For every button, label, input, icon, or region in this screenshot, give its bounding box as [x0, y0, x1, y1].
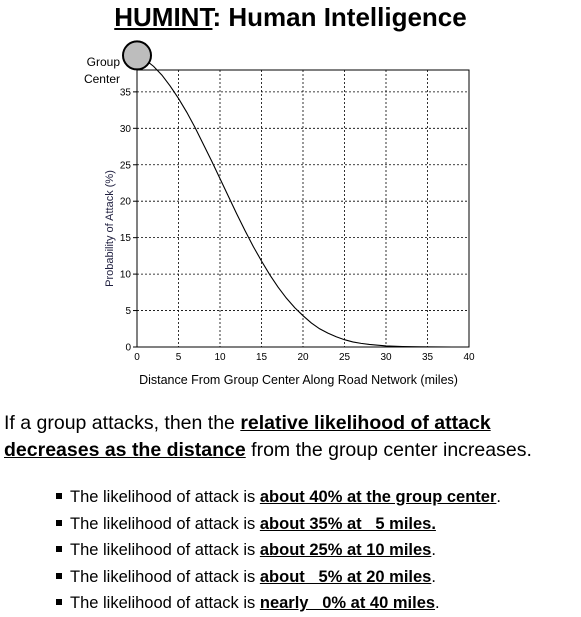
x-tick-label: 15	[256, 352, 268, 363]
summary-emphasis: relative likelihood of attack decreases …	[4, 412, 491, 461]
bullet-text: The likelihood of attack is	[70, 488, 260, 506]
grid-layer	[137, 70, 469, 347]
plot-frame	[136, 69, 470, 348]
bullet-text: The likelihood of attack is	[70, 514, 260, 533]
x-tick-label: 30	[380, 352, 392, 363]
y-tick-label: 30	[120, 124, 132, 135]
bullet-end: .	[496, 488, 501, 506]
y-tick-label: 10	[120, 270, 132, 281]
summary-suffix: from the group center increases.	[245, 439, 532, 461]
y-tick-label: 5	[125, 306, 131, 317]
annotation-line-1: Group	[86, 55, 120, 69]
title-rest: : Human Intelligence	[212, 2, 467, 32]
list-item: The likelihood of attack is about 25% at…	[56, 537, 501, 564]
bullet-icon	[56, 493, 62, 499]
bullet-text: The likelihood of attack is	[70, 541, 260, 559]
bullet-icon	[56, 546, 62, 552]
bullet-highlight: about 40% at the group center	[259, 488, 497, 506]
bullet-icon	[56, 519, 62, 526]
probability-chart: 0 5 10 15 20 25 30 35 40 0 5 10 15 20 25 30 35 Probabili…	[104, 40, 475, 363]
y-tick-label: 35	[120, 87, 132, 98]
bullet-icon	[56, 599, 62, 605]
bullet-end: .	[431, 541, 436, 559]
title-humint: HUMINT	[114, 2, 213, 32]
y-tick-label: 0	[125, 343, 131, 354]
findings-list: The likelihood of attack is about 40% at…	[56, 484, 501, 617]
y-axis-label: Probability of Attack (%)	[104, 170, 116, 287]
bullet-end: .	[431, 567, 436, 586]
annotation-line-2: Center	[83, 72, 120, 86]
group-center-annotation: Group Center	[56, 54, 120, 88]
x-tick-label: 40	[463, 352, 475, 363]
x-axis-label: Distance From Group Center Along Road Ne…	[139, 373, 458, 387]
list-item: The likelihood of attack is nearly 0% at…	[56, 590, 501, 617]
y-tick-label: 20	[120, 197, 132, 208]
list-item: The likelihood of attack is about 40% at…	[56, 484, 501, 511]
x-tick-label: 10	[214, 352, 226, 363]
x-tick-label: 0	[134, 352, 140, 363]
summary-prefix: If a group attacks, then the	[4, 412, 241, 434]
bullet-highlight: about 5% at 20 miles	[259, 567, 432, 586]
y-tick-label: 15	[120, 233, 132, 244]
bullet-end: .	[435, 594, 440, 612]
list-item: The likelihood of attack is about 35% at…	[56, 511, 501, 538]
summary-paragraph: If a group attacks, then the relative li…	[4, 410, 579, 464]
bullet-highlight: about 35% at 5 miles.	[259, 514, 436, 533]
x-tick-label: 20	[297, 352, 309, 363]
group-center-marker	[122, 40, 152, 71]
bullet-highlight: nearly 0% at 40 miles	[259, 594, 436, 612]
x-tick-label: 25	[339, 352, 351, 363]
bullet-text: The likelihood of attack is	[70, 567, 260, 586]
probability-curve	[136, 54, 469, 348]
list-item: The likelihood of attack is about 5% at …	[56, 564, 501, 591]
x-tick-label: 5	[176, 352, 182, 363]
bullet-icon	[56, 572, 62, 579]
bullet-highlight: about 25% at 10 miles	[259, 541, 432, 559]
bullet-text: The likelihood of attack is	[70, 594, 260, 612]
tick-layer: 0 5 10 15 20 25 30 35 40 0 5 10 15 20 25 30 35	[120, 87, 475, 363]
y-tick-label: 25	[120, 160, 132, 171]
page-title: HUMINT: Human Intelligence	[0, 0, 581, 34]
x-tick-label: 35	[422, 352, 434, 363]
